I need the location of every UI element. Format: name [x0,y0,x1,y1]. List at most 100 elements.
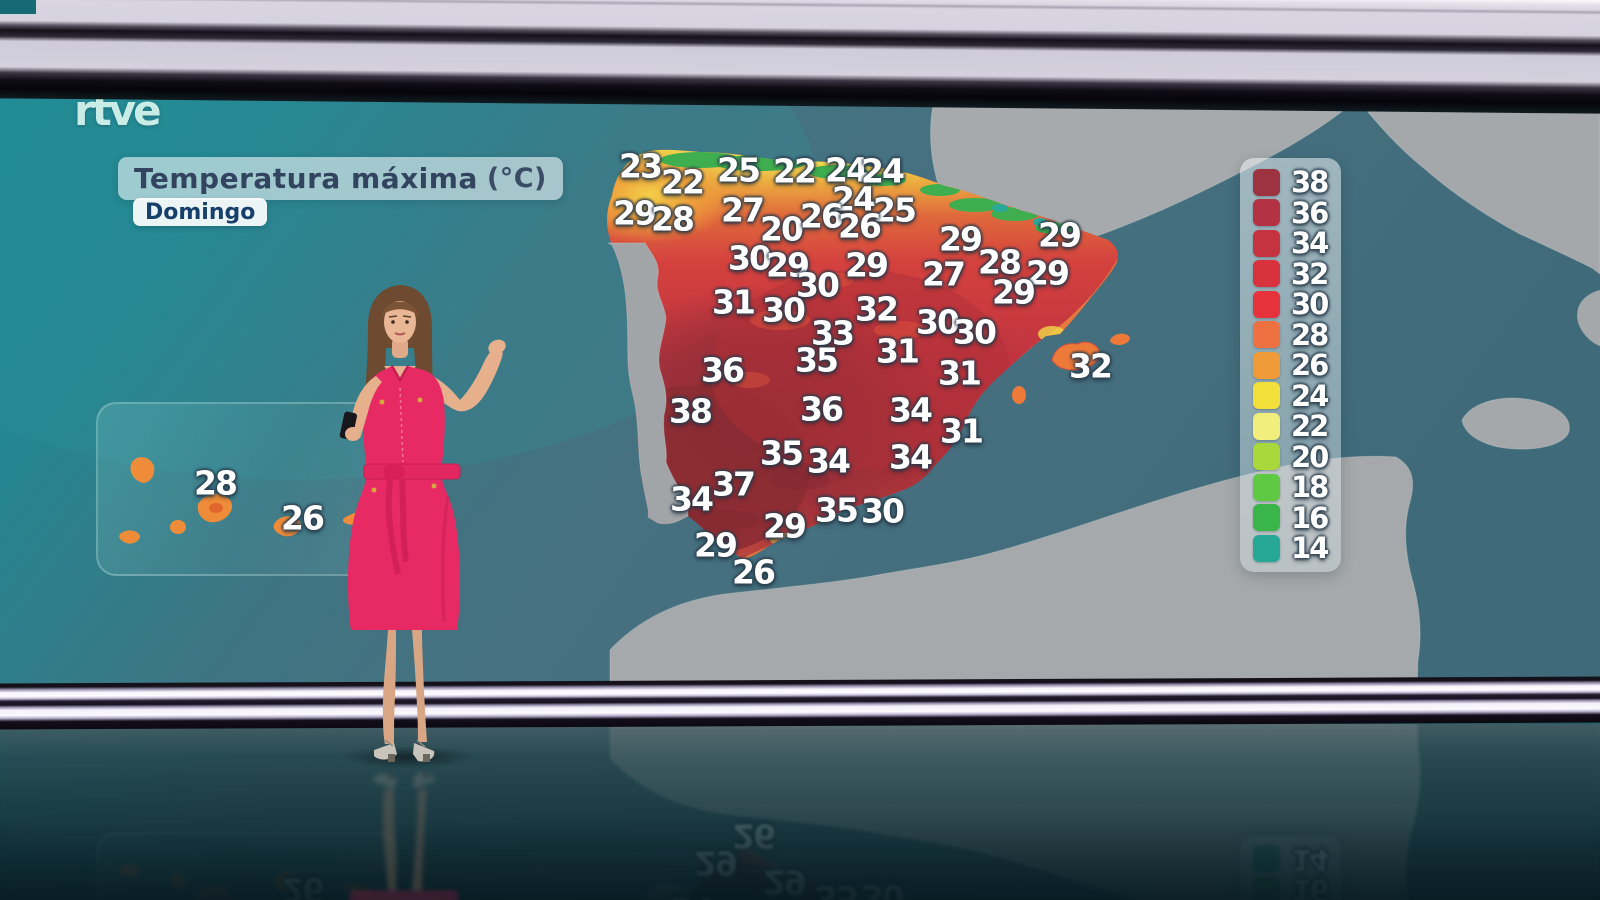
legend-value: 24 [1291,378,1329,413]
map-title-text: Temperatura máxima [134,162,478,195]
legend-swatch [1253,412,1280,440]
temp-label: 24 [825,150,869,190]
temp-label: 30 [916,302,960,342]
legend-row: 26 [1253,348,1341,383]
legend-row: 18 [1253,470,1341,505]
temp-label: 35 [815,878,857,900]
temp-label: 31 [876,331,920,371]
temp-label: 24 [832,179,876,219]
legend-swatch [1253,473,1280,501]
legend-value: 28 [1291,317,1329,352]
temp-label: 37 [712,464,756,504]
temp-label: 22 [773,151,817,191]
legend-swatch [1253,351,1280,379]
temp-label: 36 [800,389,844,429]
legend-row: 34 [1253,226,1341,261]
portugal-landmass [647,883,689,900]
legend-swatch [1253,846,1280,874]
presenter-floor-shadow [338,746,478,768]
portugal-landmass [607,242,689,525]
legend-row: 38 [1253,165,1341,200]
temp-label: 30 [861,491,905,531]
legend-row: 28 [1253,317,1341,352]
legend-swatch [1253,229,1280,257]
legend-swatch [1253,199,1280,227]
weather-map [0,0,1600,724]
legend-value: 16 [1291,873,1328,900]
legend-value: 16 [1291,500,1329,535]
legend-value: 30 [1291,287,1329,322]
temp-label: 32 [855,289,899,329]
studio-ceiling-band [0,0,1600,115]
legend-swatch [1253,290,1280,318]
floor-light-strip [0,676,1600,730]
temp-label: 35 [795,340,839,380]
screen-corner-edge [0,0,36,14]
temp-label: 26 [281,498,325,538]
temp-label: 29 [763,862,805,900]
presenter-fringe [382,301,418,316]
presenter-raised-arm [424,346,503,412]
temp-label: 34 [807,441,851,481]
presenter-neck [392,338,408,358]
legend-row: 30 [1253,287,1341,322]
temp-label: 28 [978,242,1022,282]
temp-label: 24 [861,151,905,191]
legend-value: 34 [1291,226,1329,261]
temp-label: 29 [1026,253,1070,293]
legend-value: 14 [1291,531,1329,566]
legend-value: 26 [1291,348,1329,383]
temp-label: 26 [732,552,776,592]
temp-label: 29 [845,245,889,285]
weather-presenter [348,771,460,900]
balearic-islands [1012,333,1130,404]
temp-label: 20 [760,209,804,249]
temp-label: 25 [873,190,917,230]
legend-swatch [1253,876,1280,900]
temp-label: 35 [760,433,804,473]
temp-label: 30 [861,877,903,900]
legend-swatch [1253,321,1280,349]
presenter-reflection [330,767,510,900]
temp-label: 29 [766,245,810,285]
legend-value: 32 [1291,256,1329,291]
temp-label: 32 [1069,346,1113,386]
temp-label: 29 [992,272,1036,312]
legend-swatch [1253,168,1280,196]
legend-swatch [1253,534,1280,562]
temp-label: 29 [613,193,657,233]
legend-value: 14 [1291,842,1328,877]
legend-row: 20 [1253,439,1341,474]
temp-label: 28 [194,463,238,503]
sicily-island [1461,397,1570,450]
calabria-landmass [1577,290,1600,346]
presenter-sandals [374,739,435,762]
legend-row: 16 [1253,873,1341,900]
legend-value: 18 [1291,470,1329,505]
legend-value: 38 [1291,165,1329,200]
presenter-legs [382,787,427,891]
temp-label: 35 [815,490,859,530]
presenter-hand [345,427,361,441]
temp-label: 34 [889,437,933,477]
legend-swatch [1253,382,1280,410]
temp-label: 29 [694,525,738,565]
presenter-legs [382,630,427,744]
temp-label: 28 [651,199,695,239]
presenter-lowered-arm [347,376,382,438]
legend-row: 14 [1253,842,1341,877]
temp-label: 34 [889,390,933,430]
temp-label: 30 [728,238,772,278]
legend-value: 20 [1291,439,1329,474]
temp-label: 30 [953,312,997,352]
temp-label: 29 [694,843,736,883]
temp-label: 34 [670,479,714,519]
spain-heat-surface [647,848,850,900]
legend-row: 22 [1253,409,1341,443]
